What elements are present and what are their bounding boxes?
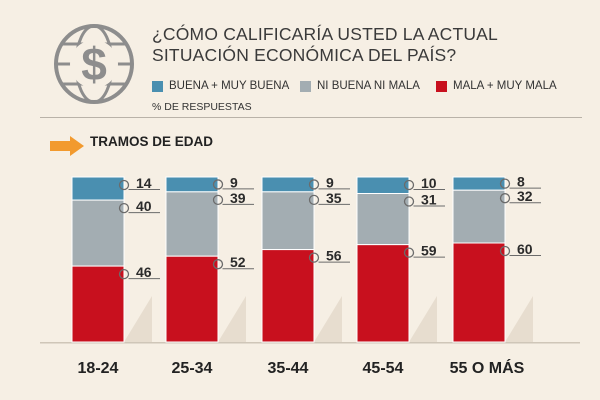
value-marker — [308, 252, 320, 263]
bar-shadow — [124, 296, 152, 342]
chart-title: ¿CÓMO CALIFICARÍA USTED LA ACTUAL SITUAC… — [152, 24, 582, 66]
value-marker — [499, 245, 511, 257]
data-label-45-54-buena-muy-buena: 10 — [421, 175, 437, 191]
svg-text:$: $ — [81, 38, 107, 90]
value-marker — [212, 194, 224, 206]
category-label-45-54: 45-54 — [363, 360, 404, 377]
data-label-35-44-mala-muy-mala: 56 — [326, 248, 342, 264]
legend-swatch-bad — [436, 80, 447, 92]
bar-segment-55-o-m-s-mala-muy-mala — [452, 242, 506, 343]
title-line-2: SITUACIÓN ECONÓMICA DEL PAÍS? — [152, 45, 457, 65]
bar-segment-18-24-ni-buena-ni-mala — [71, 199, 125, 267]
bar-segment-18-24-mala-muy-mala — [71, 265, 125, 343]
bar-segment-45-54-mala-muy-mala — [356, 244, 410, 343]
bar-segment-45-54-buena-muy-buena — [356, 176, 410, 194]
legend-label-bad: MALA + MUY MALA — [453, 80, 557, 92]
data-label-25-34-mala-muy-mala: 52 — [230, 254, 246, 270]
value-marker — [118, 268, 130, 280]
bar-segment-35-44-ni-buena-ni-mala — [261, 191, 315, 251]
bar-segment-55-o-m-s-buena-muy-buena — [452, 176, 506, 191]
value-marker — [403, 179, 415, 191]
bar-shadow — [314, 296, 342, 342]
bar-segment-18-24-buena-muy-buena — [71, 176, 125, 201]
bar-shadow — [409, 296, 437, 342]
data-label-45-54-mala-muy-mala: 59 — [421, 243, 437, 259]
legend-item-good: BUENA + MUY BUENA — [152, 80, 289, 92]
value-marker — [118, 179, 130, 191]
legend-swatch-neutral — [300, 80, 311, 92]
legend-swatch-good — [152, 80, 163, 92]
bar-shadow — [505, 296, 533, 342]
bar-segment-35-44-mala-muy-mala — [261, 249, 315, 343]
data-label-18-24-mala-muy-mala: 46 — [136, 264, 152, 280]
dollar-globe-icon: $ — [54, 24, 134, 104]
bar-segment-55-o-m-s-ni-buena-ni-mala — [452, 189, 506, 244]
value-marker — [403, 196, 415, 207]
value-marker — [499, 178, 511, 189]
section-label: TRAMOS DE EDAD — [90, 134, 214, 149]
category-label-18-24: 18-24 — [78, 360, 119, 377]
bar-segment-25-34-ni-buena-ni-mala — [165, 191, 219, 257]
data-label-25-34-buena-muy-buena: 9 — [230, 174, 238, 190]
data-label-45-54-ni-buena-ni-mala: 31 — [421, 192, 437, 208]
value-marker — [499, 193, 511, 204]
bar-segment-25-34-buena-muy-buena — [165, 176, 219, 193]
data-label-18-24-buena-muy-buena: 14 — [136, 175, 152, 191]
legend-item-neutral: NI BUENA NI MALA — [300, 80, 420, 92]
value-marker — [212, 179, 224, 190]
data-label-35-44-buena-muy-buena: 9 — [326, 174, 334, 190]
value-marker — [212, 259, 224, 270]
chart-baseline — [40, 342, 580, 344]
bar-shadow — [218, 296, 246, 342]
data-label-18-24-ni-buena-ni-mala: 40 — [136, 198, 152, 214]
value-marker — [308, 179, 320, 190]
bar-segment-45-54-ni-buena-ni-mala — [356, 193, 410, 246]
units-note: % DE RESPUESTAS — [152, 101, 252, 113]
category-label-35-44: 35-44 — [268, 360, 309, 377]
bar-segment-25-34-mala-muy-mala — [165, 255, 219, 343]
data-label-55-o-m-s-ni-buena-ni-mala: 32 — [517, 188, 533, 204]
value-marker — [403, 247, 415, 258]
data-label-55-o-m-s-buena-muy-buena: 8 — [517, 174, 525, 190]
legend-label-good: BUENA + MUY BUENA — [169, 80, 290, 92]
category-label-55-o-m-s: 55 O MÁS — [450, 358, 525, 377]
divider — [40, 117, 582, 118]
title-line-1: ¿CÓMO CALIFICARÍA USTED LA ACTUAL — [152, 24, 498, 44]
data-label-35-44-ni-buena-ni-mala: 35 — [326, 190, 342, 206]
data-label-55-o-m-s-mala-muy-mala: 60 — [517, 241, 533, 257]
data-label-25-34-ni-buena-ni-mala: 39 — [230, 190, 246, 206]
category-label-25-34: 25-34 — [172, 360, 213, 377]
legend-label-neutral: NI BUENA NI MALA — [317, 80, 420, 92]
legend-item-bad: MALA + MUY MALA — [436, 80, 557, 92]
bar-segment-35-44-buena-muy-buena — [261, 176, 315, 193]
value-marker — [118, 202, 130, 214]
value-marker — [308, 194, 320, 206]
arrow-right-icon — [50, 136, 84, 156]
